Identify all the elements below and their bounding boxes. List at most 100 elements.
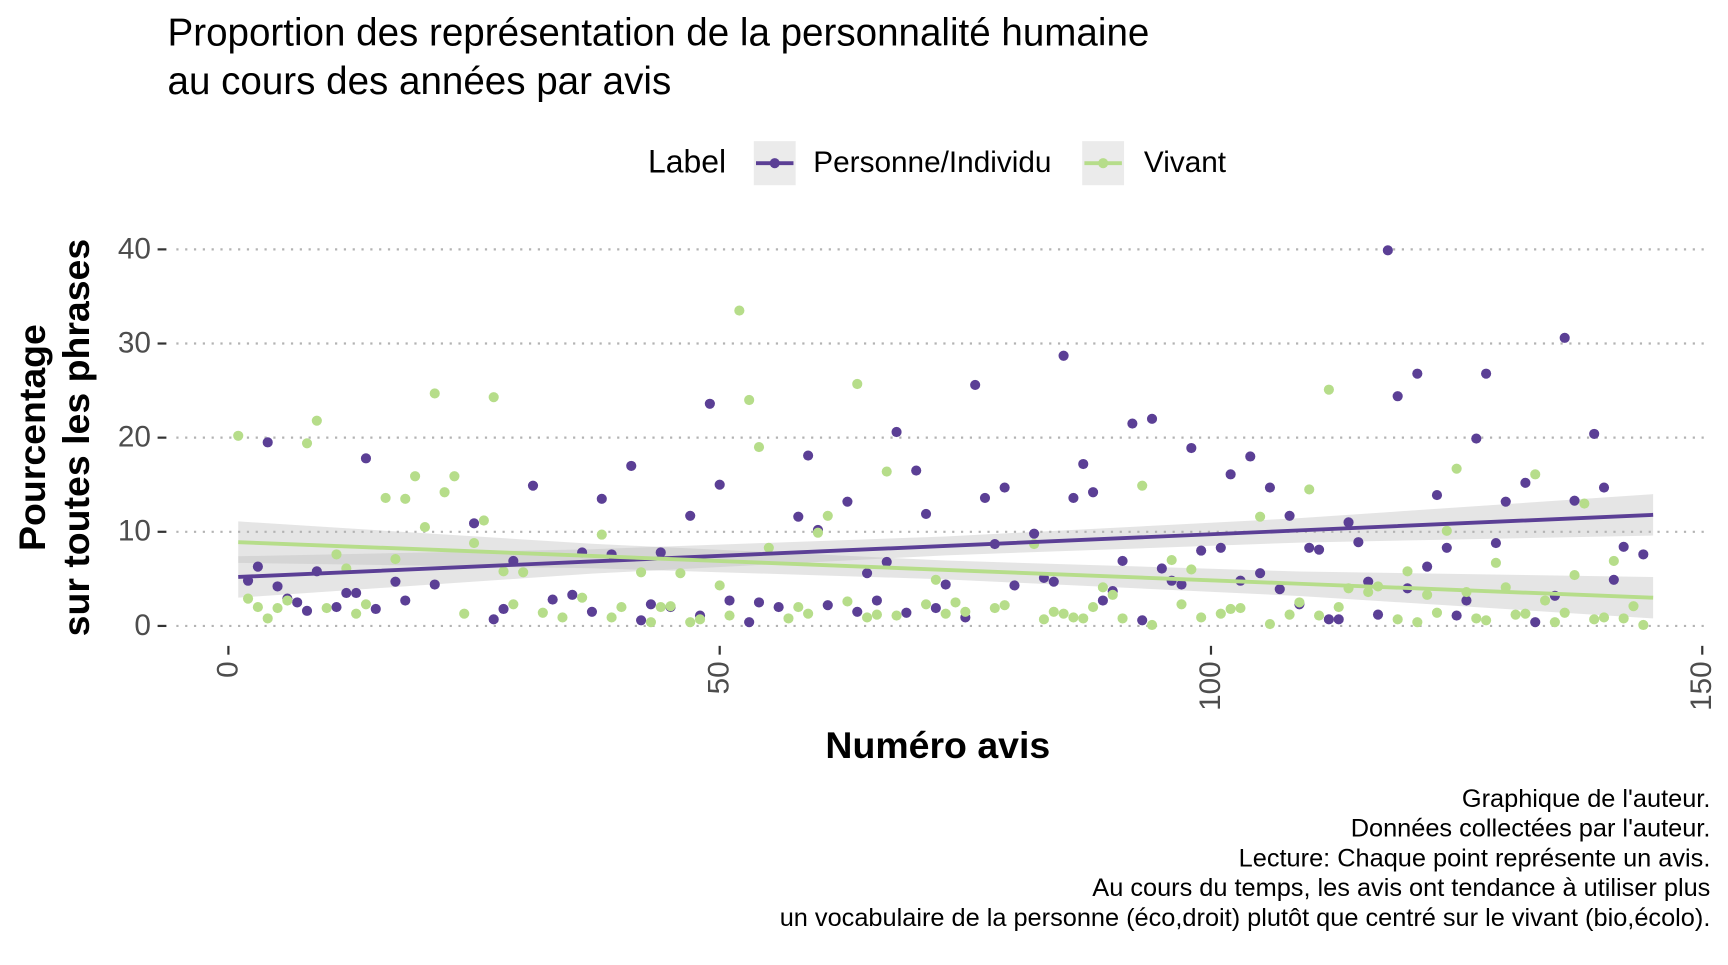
point	[1009, 580, 1020, 591]
x-tick-label: 100	[1194, 661, 1227, 711]
point	[1618, 541, 1629, 552]
point	[1363, 576, 1374, 587]
point	[468, 538, 480, 549]
point	[1058, 608, 1069, 619]
point	[979, 492, 991, 503]
point	[1294, 597, 1305, 608]
point	[714, 479, 725, 490]
point	[1530, 617, 1541, 628]
point	[793, 602, 804, 613]
point	[1068, 492, 1079, 503]
x-tick-label: 50	[703, 661, 736, 694]
point	[498, 603, 509, 615]
trend-line	[238, 512, 1654, 579]
legend-title: Label	[648, 144, 726, 180]
point	[1068, 612, 1079, 623]
point	[999, 482, 1010, 493]
point	[842, 496, 853, 507]
point	[1313, 544, 1325, 555]
point	[537, 607, 548, 618]
point	[989, 602, 1000, 614]
point	[753, 441, 765, 453]
point	[1628, 601, 1639, 612]
point	[920, 508, 932, 519]
point	[1225, 469, 1236, 480]
point	[370, 603, 381, 615]
point	[262, 613, 273, 624]
point	[1304, 542, 1315, 553]
point	[1333, 614, 1344, 625]
point	[390, 554, 401, 565]
point	[655, 547, 666, 558]
y-tick-label: 0	[134, 609, 151, 642]
point	[803, 450, 814, 461]
point	[1284, 609, 1295, 620]
point	[862, 612, 873, 623]
point	[1353, 537, 1364, 548]
point	[1412, 368, 1423, 379]
point	[400, 493, 411, 504]
point	[734, 305, 745, 316]
point	[459, 608, 470, 619]
point	[233, 430, 244, 441]
point	[1235, 602, 1246, 614]
point	[577, 592, 588, 603]
point	[311, 415, 322, 426]
point	[842, 596, 853, 607]
point	[930, 602, 941, 614]
point	[1392, 614, 1403, 625]
legend-dot	[769, 158, 780, 169]
point	[1176, 579, 1187, 590]
point	[685, 510, 696, 521]
point	[891, 610, 902, 621]
point	[1313, 610, 1325, 621]
point	[331, 602, 342, 613]
point	[1589, 428, 1600, 439]
point	[1323, 614, 1334, 625]
point	[301, 438, 313, 449]
point	[1166, 554, 1177, 566]
chart-title: Proportion des représentation de la pers…	[168, 12, 1150, 55]
point	[950, 597, 961, 608]
x-tick-label: 0	[211, 661, 244, 678]
x-axis-title: Numéro avis	[825, 724, 1050, 766]
point	[1029, 528, 1040, 539]
y-axis-title: Pourcentage	[11, 324, 53, 551]
point	[429, 388, 440, 399]
point	[1441, 542, 1452, 553]
point	[852, 378, 863, 390]
point	[1500, 496, 1511, 507]
point	[1422, 561, 1433, 572]
point	[1343, 517, 1354, 528]
point	[940, 579, 951, 590]
point	[1608, 555, 1619, 567]
point	[852, 606, 863, 617]
point	[1058, 350, 1069, 361]
point	[1520, 608, 1531, 619]
point	[645, 617, 656, 628]
caption-line: Au cours du temps, les avis ont tendance…	[1092, 874, 1710, 902]
point	[1461, 595, 1472, 606]
point	[272, 602, 283, 614]
point	[1451, 610, 1462, 621]
point	[301, 605, 313, 616]
point	[262, 437, 273, 448]
point	[1539, 595, 1551, 606]
point	[1137, 615, 1148, 626]
point	[1088, 487, 1099, 498]
point	[704, 398, 715, 409]
point	[1382, 245, 1393, 256]
point	[803, 608, 814, 619]
caption-line: un vocabulaire de la personne (éco,droit…	[780, 904, 1711, 932]
point	[1520, 477, 1531, 488]
point	[1146, 619, 1158, 631]
point	[1481, 368, 1492, 379]
point	[724, 610, 735, 621]
point	[1559, 332, 1570, 343]
point	[1255, 568, 1266, 579]
point	[242, 593, 254, 604]
point	[596, 529, 607, 540]
point	[1471, 613, 1482, 624]
point	[252, 602, 263, 613]
